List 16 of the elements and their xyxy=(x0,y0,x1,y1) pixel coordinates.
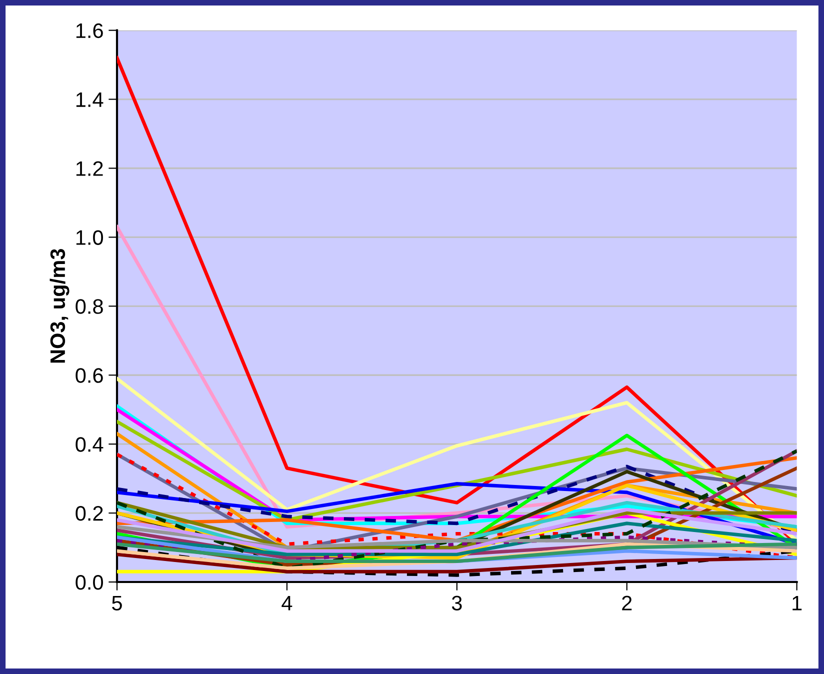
y-tick-label: 1.6 xyxy=(76,23,103,38)
y-axis-title: NO3, ug/m3 xyxy=(50,249,70,363)
x-tick-label: 4 xyxy=(282,596,292,610)
y-tick-label: 0.6 xyxy=(76,368,103,383)
y-tick-label: 1.4 xyxy=(76,92,104,107)
x-tick-label: 2 xyxy=(622,596,632,610)
x-tick-label: 5 xyxy=(112,596,122,610)
x-tick-label: 3 xyxy=(452,596,462,610)
y-tick-label: 0.2 xyxy=(76,506,103,521)
x-tick-label: 1 xyxy=(792,596,802,610)
y-tick-label: 0.8 xyxy=(76,299,103,314)
y-tick-label: 1.2 xyxy=(76,161,103,176)
y-tick-label: 1.0 xyxy=(76,230,103,245)
y-tick-label: 0.4 xyxy=(76,437,104,452)
y-tick-label: 0.0 xyxy=(76,575,103,590)
line-series xyxy=(117,508,797,553)
